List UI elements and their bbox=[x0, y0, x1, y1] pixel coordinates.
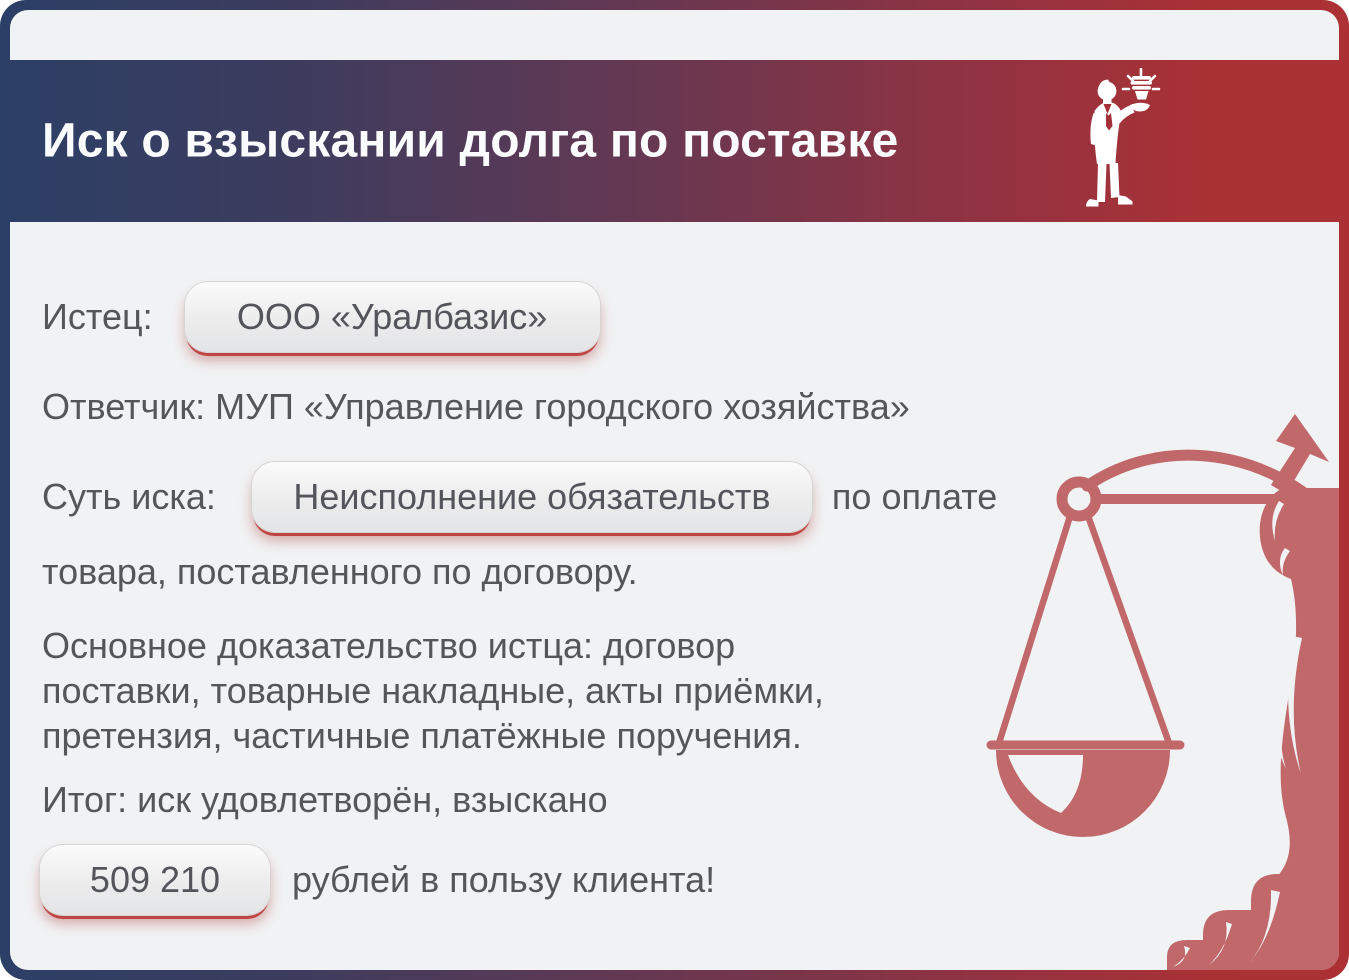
man-with-idea-bulb-icon bbox=[1086, 68, 1161, 207]
claim-chip: Неисполнение обязательств bbox=[251, 462, 812, 532]
content-panel: Истец: ООО «Уралбазис» Ответчик: МУП «Уп… bbox=[10, 222, 1339, 970]
plaintiff-row: Истец: ООО «Уралбазис» bbox=[42, 282, 600, 352]
evidence-line: претензия, частичные платёжные поручения… bbox=[42, 715, 802, 756]
amount-row: 509 210 рублей в пользу клиента! bbox=[40, 845, 715, 915]
evidence-paragraph: Основное доказательство истца: договор п… bbox=[42, 623, 824, 758]
claim-label: Суть иска: bbox=[42, 476, 216, 518]
amount-chip: 509 210 bbox=[40, 845, 270, 915]
result-text: Итог: иск удовлетворён, взыскано bbox=[42, 779, 608, 821]
amount-suffix: рублей в пользу клиента! bbox=[292, 859, 716, 901]
claim-row: Суть иска: Неисполнение обязательств по … bbox=[42, 462, 997, 532]
defendant-row: Ответчик: МУП «Управление городского хоз… bbox=[42, 386, 910, 428]
claim-continuation-row: товара, поставленного по договору. bbox=[42, 551, 638, 593]
top-strip bbox=[10, 10, 1339, 60]
header: Иск о взыскании долга по поставке bbox=[0, 60, 1349, 222]
claim-suffix: по оплате bbox=[831, 476, 998, 518]
defendant-text: Ответчик: МУП «Управление городского хоз… bbox=[42, 386, 910, 428]
claim-continuation: товара, поставленного по договору. bbox=[42, 551, 638, 593]
plaintiff-label: Истец: bbox=[42, 296, 153, 338]
plaintiff-chip: ООО «Уралбазис» bbox=[184, 282, 600, 352]
result-row: Итог: иск удовлетворён, взыскано bbox=[42, 779, 608, 821]
evidence-line: поставки, товарные накладные, акты приём… bbox=[42, 670, 824, 711]
evidence-line: Основное доказательство истца: договор bbox=[42, 625, 736, 666]
page-title: Иск о взыскании долга по поставке bbox=[42, 114, 899, 168]
scales-of-justice-icon bbox=[986, 414, 1339, 970]
